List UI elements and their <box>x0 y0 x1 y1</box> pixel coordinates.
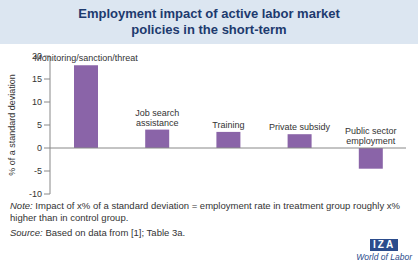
html-text:Note: Impact of x% of a standa: Note: Impact of x% of a standard deviati… <box>10 200 400 223</box>
svg-text:Training: Training <box>212 120 244 130</box>
svg-text:-5: -5 <box>34 166 42 176</box>
svg-text:Public sectoremployment: Public sectoremployment <box>345 126 397 146</box>
html-text:Employment impact of active la: Employment impact of active labor market… <box>78 6 340 37</box>
svg-text:5: 5 <box>37 120 42 130</box>
svg-text:-10: -10 <box>29 189 42 198</box>
html-text:Source: Based on data from [1]: Source: Based on data from [1]; Table 3a… <box>10 227 186 238</box>
svg-text:0: 0 <box>37 143 42 153</box>
svg-text:15: 15 <box>32 74 42 84</box>
svg-text:Job searchassistance: Job searchassistance <box>135 108 179 128</box>
svg-text:10: 10 <box>32 97 42 107</box>
svg-text:% of a standard deviation: % of a standard deviation <box>8 74 17 176</box>
html-text:World of Labor: World of Labor <box>356 252 412 262</box>
html-text:IZA: IZA <box>373 239 396 250</box>
svg-text:Private subsidy: Private subsidy <box>269 122 331 132</box>
svg-text:Monitoring/sanction/threat: Monitoring/sanction/threat <box>34 53 138 63</box>
